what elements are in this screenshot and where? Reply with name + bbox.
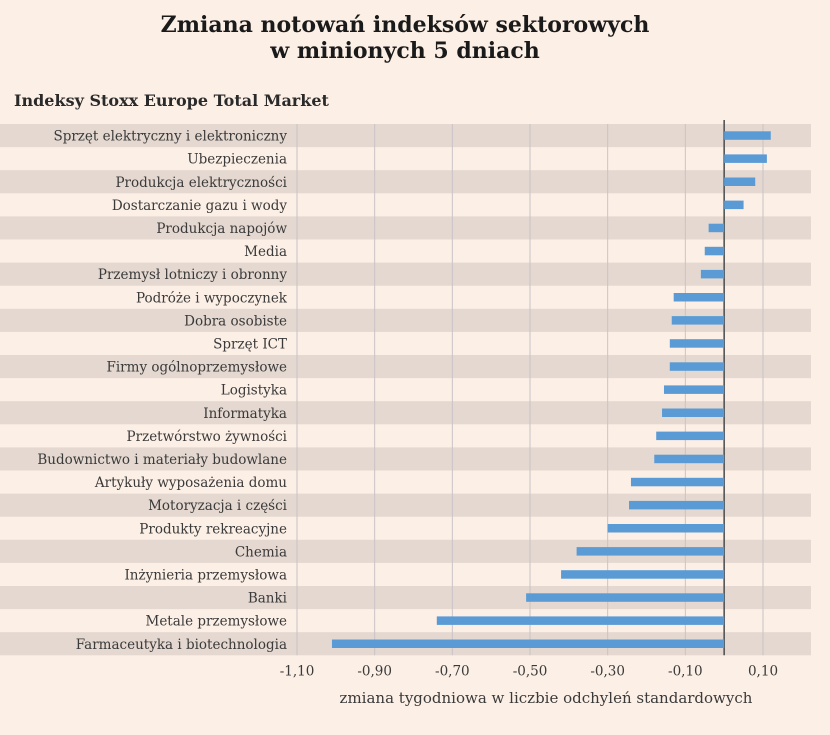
row-bands [0,124,811,656]
category-label: Przemysł lotniczy i obronny [98,267,287,283]
category-label: Farmaceutyka i biotechnologia [76,637,287,653]
bar [673,293,725,302]
x-tick-label: -0,70 [435,663,470,679]
category-label: Inżynieria przemysłowa [124,567,287,583]
category-label: Podróże i wypoczynek [136,290,288,306]
bar [669,362,725,371]
bars [331,131,771,648]
category-label: Produkty rekreacyjne [139,521,287,537]
x-tick-label: -0,50 [513,663,548,679]
bar [331,639,725,648]
bar [629,500,725,510]
row-band [0,262,811,286]
bar [669,339,725,348]
category-label: Przetwórstwo żywności [127,429,288,445]
row-band [0,493,811,517]
row-band [0,308,811,332]
bar [662,408,725,417]
bar [607,524,725,533]
bar [630,477,725,487]
category-label: Sprzęt elektryczny i elektroniczny [53,129,287,145]
row-band [0,170,811,194]
category-label: Media [244,244,287,260]
bar [663,385,725,394]
row-band [0,401,811,425]
bar [654,454,725,464]
x-axis-label: zmiana tygodniowa w liczbie odchyleń sta… [339,689,753,707]
bar [708,223,725,233]
category-label: Informatyka [203,406,287,422]
bar [704,246,725,256]
category-label: Banki [248,591,288,607]
x-tick-label: 0,10 [748,663,778,679]
row-band [0,586,811,610]
x-tick-labels: -1,10 -0,90 -0,70 -0,50 -0,30 -0,10 0,10 [280,663,778,679]
row-band [0,124,811,148]
chart-title: Zmiana notowań indeksów sektorowych w mi… [0,12,810,64]
bar [561,570,725,579]
category-label: Logistyka [221,383,287,399]
x-tick-label: -0,90 [357,663,392,679]
category-label: Sprzęt ICT [213,336,287,352]
category-label: Budownictwo i materiały budowlane [37,452,287,468]
category-label: Dobra osobiste [184,313,287,329]
bar [656,431,725,441]
category-label: Motoryzacja i części [148,498,288,514]
category-labels: Sprzęt elektryczny i elektroniczny Ubezpi… [37,129,287,653]
x-tick-label: -1,10 [280,663,315,679]
category-label: Produkcja elektryczności [115,175,287,191]
chart-title-line2: w minionych 5 dniach [270,38,540,64]
category-label: Dostarczanie gazu i wody [112,198,288,214]
bar [724,154,767,163]
row-band [0,447,811,471]
bar [724,177,756,186]
grid-lines [296,120,764,656]
category-label: Firmy ogólnoprzemysłowe [107,360,288,376]
bar [526,593,725,602]
category-label: Chemia [235,544,287,560]
bar [724,131,771,140]
x-tick-label: -0,10 [668,663,703,679]
bar [724,200,744,210]
category-label: Ubezpieczenia [187,152,287,168]
bar [671,316,725,325]
category-label: Produkcja napojów [156,221,287,237]
row-band [0,216,811,240]
bar [700,269,725,279]
category-label: Artykuły wyposażenia domu [94,475,287,491]
row-band [0,539,811,563]
category-label: Metale przemysłowe [146,614,288,630]
bar [436,616,725,625]
bar [576,547,725,556]
x-tick-label: -0,30 [590,663,625,679]
chart-title-line1: Zmiana notowań indeksów sektorowych [160,12,650,38]
row-band [0,355,811,379]
chart-subtitle: Indeksy Stoxx Europe Total Market [14,91,329,110]
